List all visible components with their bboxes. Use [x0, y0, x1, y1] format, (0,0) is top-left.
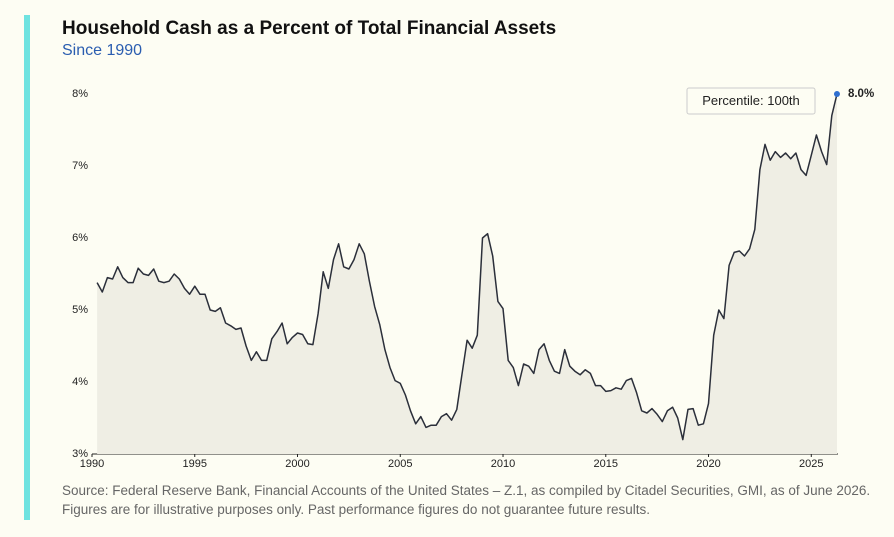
annotation-box	[686, 87, 816, 115]
y-tick-label: 3%	[72, 448, 88, 460]
highlight-point	[833, 91, 840, 97]
chart-title: Household Cash as a Percent of Total Fin…	[62, 18, 557, 39]
annotation: Percentile: 100th	[702, 93, 800, 108]
y-tick-label: 5%	[72, 304, 88, 316]
chart-subtitle: Since 1990	[62, 42, 143, 59]
y-tick-label: 4%	[72, 376, 88, 388]
x-tick-label: 2025	[799, 458, 823, 470]
area	[97, 94, 838, 454]
x-tick-label: 1990	[80, 458, 104, 470]
y-tick-label: 8%	[72, 88, 88, 100]
value-label: 8.0%	[848, 88, 874, 100]
x-tick-label: 2005	[388, 458, 412, 470]
x-tick-label: 2010	[491, 458, 515, 470]
accent-bar	[24, 15, 30, 520]
y-tick-label: 6%	[72, 232, 88, 244]
source-note: Source: Federal Reserve Bank, Financial …	[62, 483, 871, 517]
x-tick-label: 1995	[183, 458, 207, 470]
line	[96, 93, 838, 441]
y-tick-label: 7%	[72, 160, 88, 172]
x-tick-label: 2015	[594, 458, 618, 470]
x-tick-label: 2020	[696, 458, 720, 470]
x-tick-label: 2000	[285, 458, 309, 470]
